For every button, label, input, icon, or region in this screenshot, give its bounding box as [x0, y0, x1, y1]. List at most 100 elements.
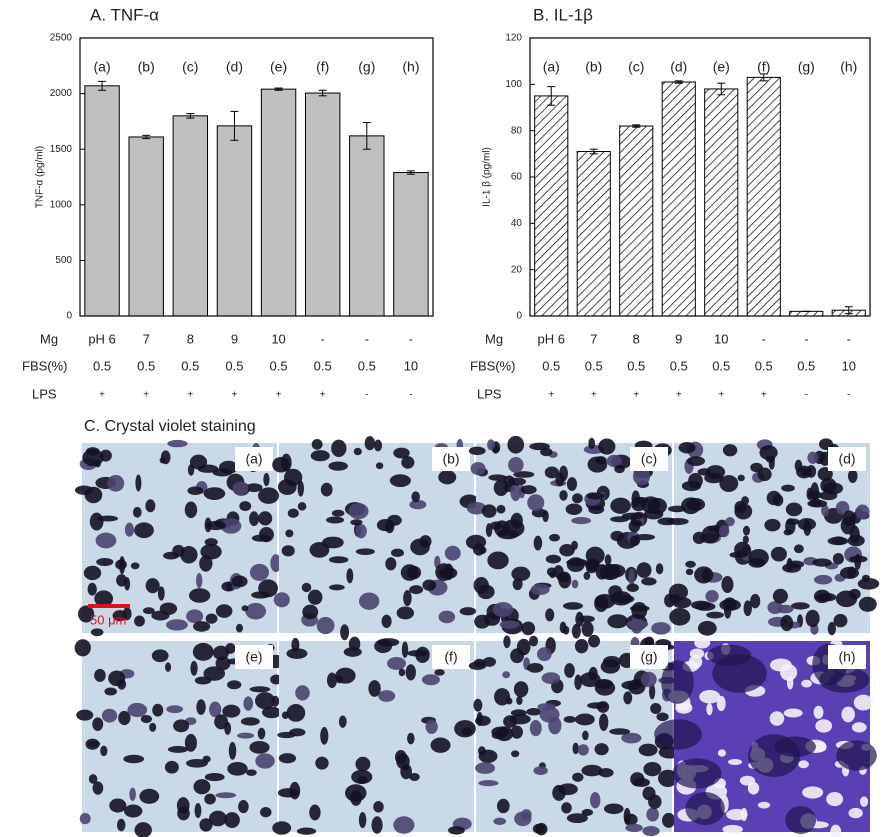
- condition-cell: +: [548, 390, 554, 401]
- y-tick-label: 2500: [50, 33, 73, 44]
- micrograph: [272, 636, 476, 835]
- cell: [574, 638, 589, 654]
- cell: [100, 745, 108, 757]
- condition-cell: +: [99, 390, 105, 401]
- cell: [85, 447, 100, 456]
- cell: [322, 536, 344, 549]
- bar: [304, 92, 341, 317]
- cell: [89, 512, 104, 531]
- cell: [315, 756, 329, 770]
- cell: [240, 717, 260, 726]
- cell: [533, 766, 548, 776]
- cell: [481, 504, 497, 518]
- cluster: [685, 792, 725, 825]
- gap: [848, 807, 863, 819]
- cell: [833, 613, 848, 628]
- cell: [328, 556, 349, 564]
- cell: [101, 708, 118, 723]
- gap: [815, 719, 833, 733]
- cell: [685, 560, 696, 568]
- cell: [503, 635, 511, 649]
- cell: [812, 558, 832, 567]
- panel-label-box: [432, 447, 470, 471]
- cell: [122, 607, 132, 621]
- cell: [346, 568, 354, 584]
- cell: [425, 719, 438, 734]
- cell: [239, 501, 252, 512]
- cell: [545, 608, 555, 622]
- cell: [532, 823, 546, 834]
- cell: [742, 525, 751, 536]
- cell: [750, 593, 761, 609]
- cell: [85, 738, 100, 750]
- panel-label: (e): [245, 649, 262, 665]
- cell: [621, 732, 642, 744]
- cell: [194, 676, 212, 685]
- panel-label-box: [828, 447, 866, 471]
- bar: [393, 172, 429, 317]
- category-label: (h): [402, 59, 419, 75]
- cell: [521, 621, 536, 636]
- condition-cell: +: [320, 390, 326, 401]
- error-bar: [547, 86, 556, 106]
- condition-cell: 9: [231, 331, 238, 346]
- cell: [348, 502, 369, 520]
- cell: [575, 611, 584, 627]
- cell: [409, 772, 420, 782]
- cell: [205, 613, 218, 624]
- cell: [281, 711, 289, 719]
- cell: [135, 474, 142, 492]
- cell: [614, 464, 625, 474]
- cell: [331, 439, 347, 458]
- cell: [287, 508, 299, 518]
- cell: [358, 812, 367, 829]
- cell: [273, 592, 290, 608]
- cluster: [672, 758, 722, 789]
- micrograph: [74, 439, 282, 637]
- cell: [491, 732, 506, 740]
- cell: [203, 666, 226, 681]
- cell: [389, 474, 411, 488]
- y-tick-label: 80: [511, 125, 523, 136]
- cell: [99, 449, 112, 462]
- cell: [438, 610, 456, 624]
- cell: [854, 553, 862, 570]
- cell: [326, 516, 345, 524]
- cell: [548, 716, 562, 735]
- cell: [374, 439, 383, 452]
- cell: [434, 669, 445, 676]
- condition-cell: -: [409, 390, 412, 401]
- cell: [167, 745, 189, 753]
- condition-cell: +: [676, 390, 682, 401]
- condition-cell: -: [805, 390, 808, 401]
- condition-cell: +: [718, 390, 724, 401]
- error-bar: [98, 80, 107, 91]
- cell: [83, 565, 102, 581]
- cell: [249, 563, 270, 581]
- category-label: (d): [670, 59, 687, 75]
- cell: [544, 466, 559, 479]
- cell: [200, 543, 222, 560]
- cell: [572, 772, 584, 782]
- cell: [95, 532, 117, 549]
- cell: [765, 455, 776, 463]
- cell: [226, 582, 233, 591]
- cell: [286, 648, 308, 659]
- cell: [159, 457, 166, 464]
- cell: [393, 816, 415, 834]
- cell: [587, 456, 608, 473]
- cell: [628, 519, 641, 533]
- condition-cell: 0.5: [225, 358, 243, 373]
- cell: [166, 705, 184, 714]
- cell: [107, 474, 125, 492]
- y-tick-label: 100: [505, 79, 522, 90]
- cell: [651, 622, 671, 635]
- cell: [704, 472, 724, 484]
- cell: [583, 571, 591, 581]
- condition-cell: -: [365, 390, 368, 401]
- condition-cell: 0.5: [358, 358, 376, 373]
- category-label: (e): [713, 59, 730, 75]
- panel-label: (h): [838, 649, 855, 665]
- error-bar: [589, 148, 598, 155]
